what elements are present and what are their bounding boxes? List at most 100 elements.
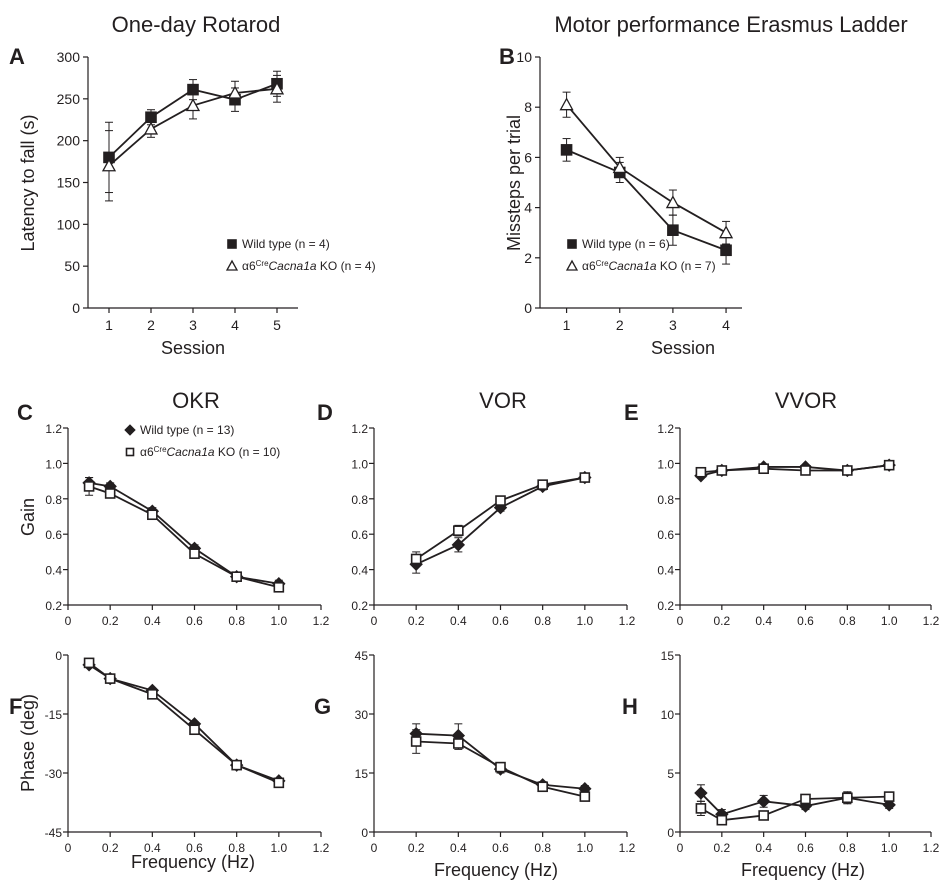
y-tick-label: 0: [361, 826, 368, 840]
legend-label-part: α6: [140, 445, 154, 459]
x-tick-label: 0.6: [186, 841, 203, 855]
y-tick-label: 0.2: [45, 599, 62, 613]
data-point: [451, 538, 466, 552]
x-tick-label: 0.4: [144, 614, 161, 628]
y-tick-label: 150: [57, 175, 81, 191]
y-tick-label: 200: [57, 133, 81, 149]
x-tick-label: 1.2: [619, 614, 636, 628]
legend-label-part: Cacna1a: [269, 259, 317, 273]
data-point: [189, 548, 200, 559]
data-point: [83, 657, 95, 669]
panel-letter: F: [9, 694, 22, 719]
data-point: [667, 224, 679, 236]
panel-letter: A: [9, 44, 25, 69]
y-tick-label: 0.4: [45, 564, 62, 578]
data-point: [694, 786, 708, 800]
y-tick-label: 0.4: [657, 564, 674, 578]
x-tick-label: 1.2: [313, 841, 330, 855]
y-axis-label: Phase (deg): [18, 694, 38, 792]
legend: Wild type (n = 6) α6CreCacna1a KO (n = 7): [565, 237, 716, 274]
data-point: [147, 689, 158, 700]
y-tick-label: 1.2: [351, 422, 368, 436]
data-point: [695, 803, 707, 814]
series-line: [415, 476, 585, 560]
data-point: [231, 759, 242, 771]
y-tick-label: -45: [45, 826, 63, 840]
legend-label: α6CreCacna1a KO (n = 4): [242, 259, 376, 274]
data-point: [612, 160, 627, 174]
chart-title: OKR: [172, 388, 220, 413]
y-tick-label: 5: [667, 767, 674, 781]
x-tick-label: 0: [371, 614, 378, 628]
chart-title: VVOR: [775, 388, 837, 413]
x-tick-label: 0.2: [408, 841, 425, 855]
legend-label-part: α6: [582, 259, 596, 273]
legend-label: α6CreCacna1a KO (n = 7): [582, 259, 716, 274]
y-tick-label: 0.8: [45, 493, 62, 507]
y-tick-label: 0.6: [657, 528, 674, 542]
x-tick-label: 0: [65, 614, 72, 628]
data-point: [716, 465, 728, 476]
legend-label-part: KO (n = 7): [657, 259, 716, 273]
x-tick-label: 5: [273, 317, 281, 333]
x-tick-label: 1.2: [923, 841, 940, 855]
x-axis-label: Frequency (Hz): [434, 860, 558, 880]
y-tick-label: 0: [667, 826, 674, 840]
legend-label-part: Cre: [256, 259, 269, 268]
x-tick-label: 4: [722, 317, 730, 333]
data-point: [720, 244, 732, 257]
series-ko: [410, 472, 591, 567]
y-tick-label: 100: [57, 216, 81, 232]
y-tick-label: 10: [516, 49, 532, 65]
legend-label: Wild type (n = 13): [140, 423, 234, 437]
y-tick-label: 4: [524, 200, 532, 216]
y-tick-label: 250: [57, 91, 81, 107]
y-tick-label: 0: [55, 649, 62, 663]
x-tick-label: 4: [231, 317, 239, 333]
y-tick-label: 50: [64, 258, 80, 274]
y-tick-label: -15: [45, 708, 63, 722]
data-point: [143, 121, 159, 135]
x-tick-label: 0.8: [839, 614, 856, 628]
series-wild-type: [103, 70, 283, 194]
x-axis-label: Frequency (Hz): [131, 852, 255, 872]
x-tick-label: 1.2: [313, 614, 330, 628]
x-tick-label: 0.2: [102, 841, 119, 855]
y-tick-label: 0.6: [45, 528, 62, 542]
y-tick-label: 0.8: [351, 493, 368, 507]
x-tick-label: 0.2: [102, 614, 119, 628]
x-tick-label: 0.6: [186, 614, 203, 628]
data-point: [495, 495, 506, 506]
data-point: [453, 525, 464, 536]
x-tick-label: 0: [371, 841, 378, 855]
data-point: [758, 810, 769, 821]
data-point: [83, 481, 95, 492]
x-tick-label: 1.0: [576, 614, 593, 628]
series-ko: [101, 74, 285, 202]
x-axis-label: Session: [161, 338, 225, 358]
data-point: [579, 791, 591, 802]
x-tick-label: 0.4: [450, 614, 467, 628]
x-tick-label: 1.0: [881, 841, 898, 855]
panel-b: B Motor performance Erasmus Ladder 0 2 4 6 8 10…: [499, 12, 908, 358]
panel-letter: B: [499, 44, 515, 69]
x-tick-label: 0.6: [492, 614, 509, 628]
x-tick-label: 0.4: [450, 841, 467, 855]
x-tick-label: 1.2: [619, 841, 636, 855]
x-tick-label: 2: [616, 317, 624, 333]
legend: Wild type (n = 4) α6CreCacna1a KO (n = 4): [225, 237, 376, 274]
data-point: [410, 553, 422, 565]
y-axis-label: Gain: [18, 498, 38, 536]
y-tick-label: 300: [57, 49, 81, 65]
x-axis-label: Frequency (Hz): [741, 860, 865, 880]
data-point: [560, 144, 573, 156]
x-tick-label: 0.2: [713, 614, 730, 628]
series-line: [700, 792, 890, 816]
data-point: [842, 792, 853, 804]
legend-label-part: Cacna1a: [609, 259, 657, 273]
data-point: [453, 738, 464, 749]
data-point: [716, 814, 728, 826]
x-tick-label: 0: [65, 841, 72, 855]
series-ko: [695, 791, 895, 826]
